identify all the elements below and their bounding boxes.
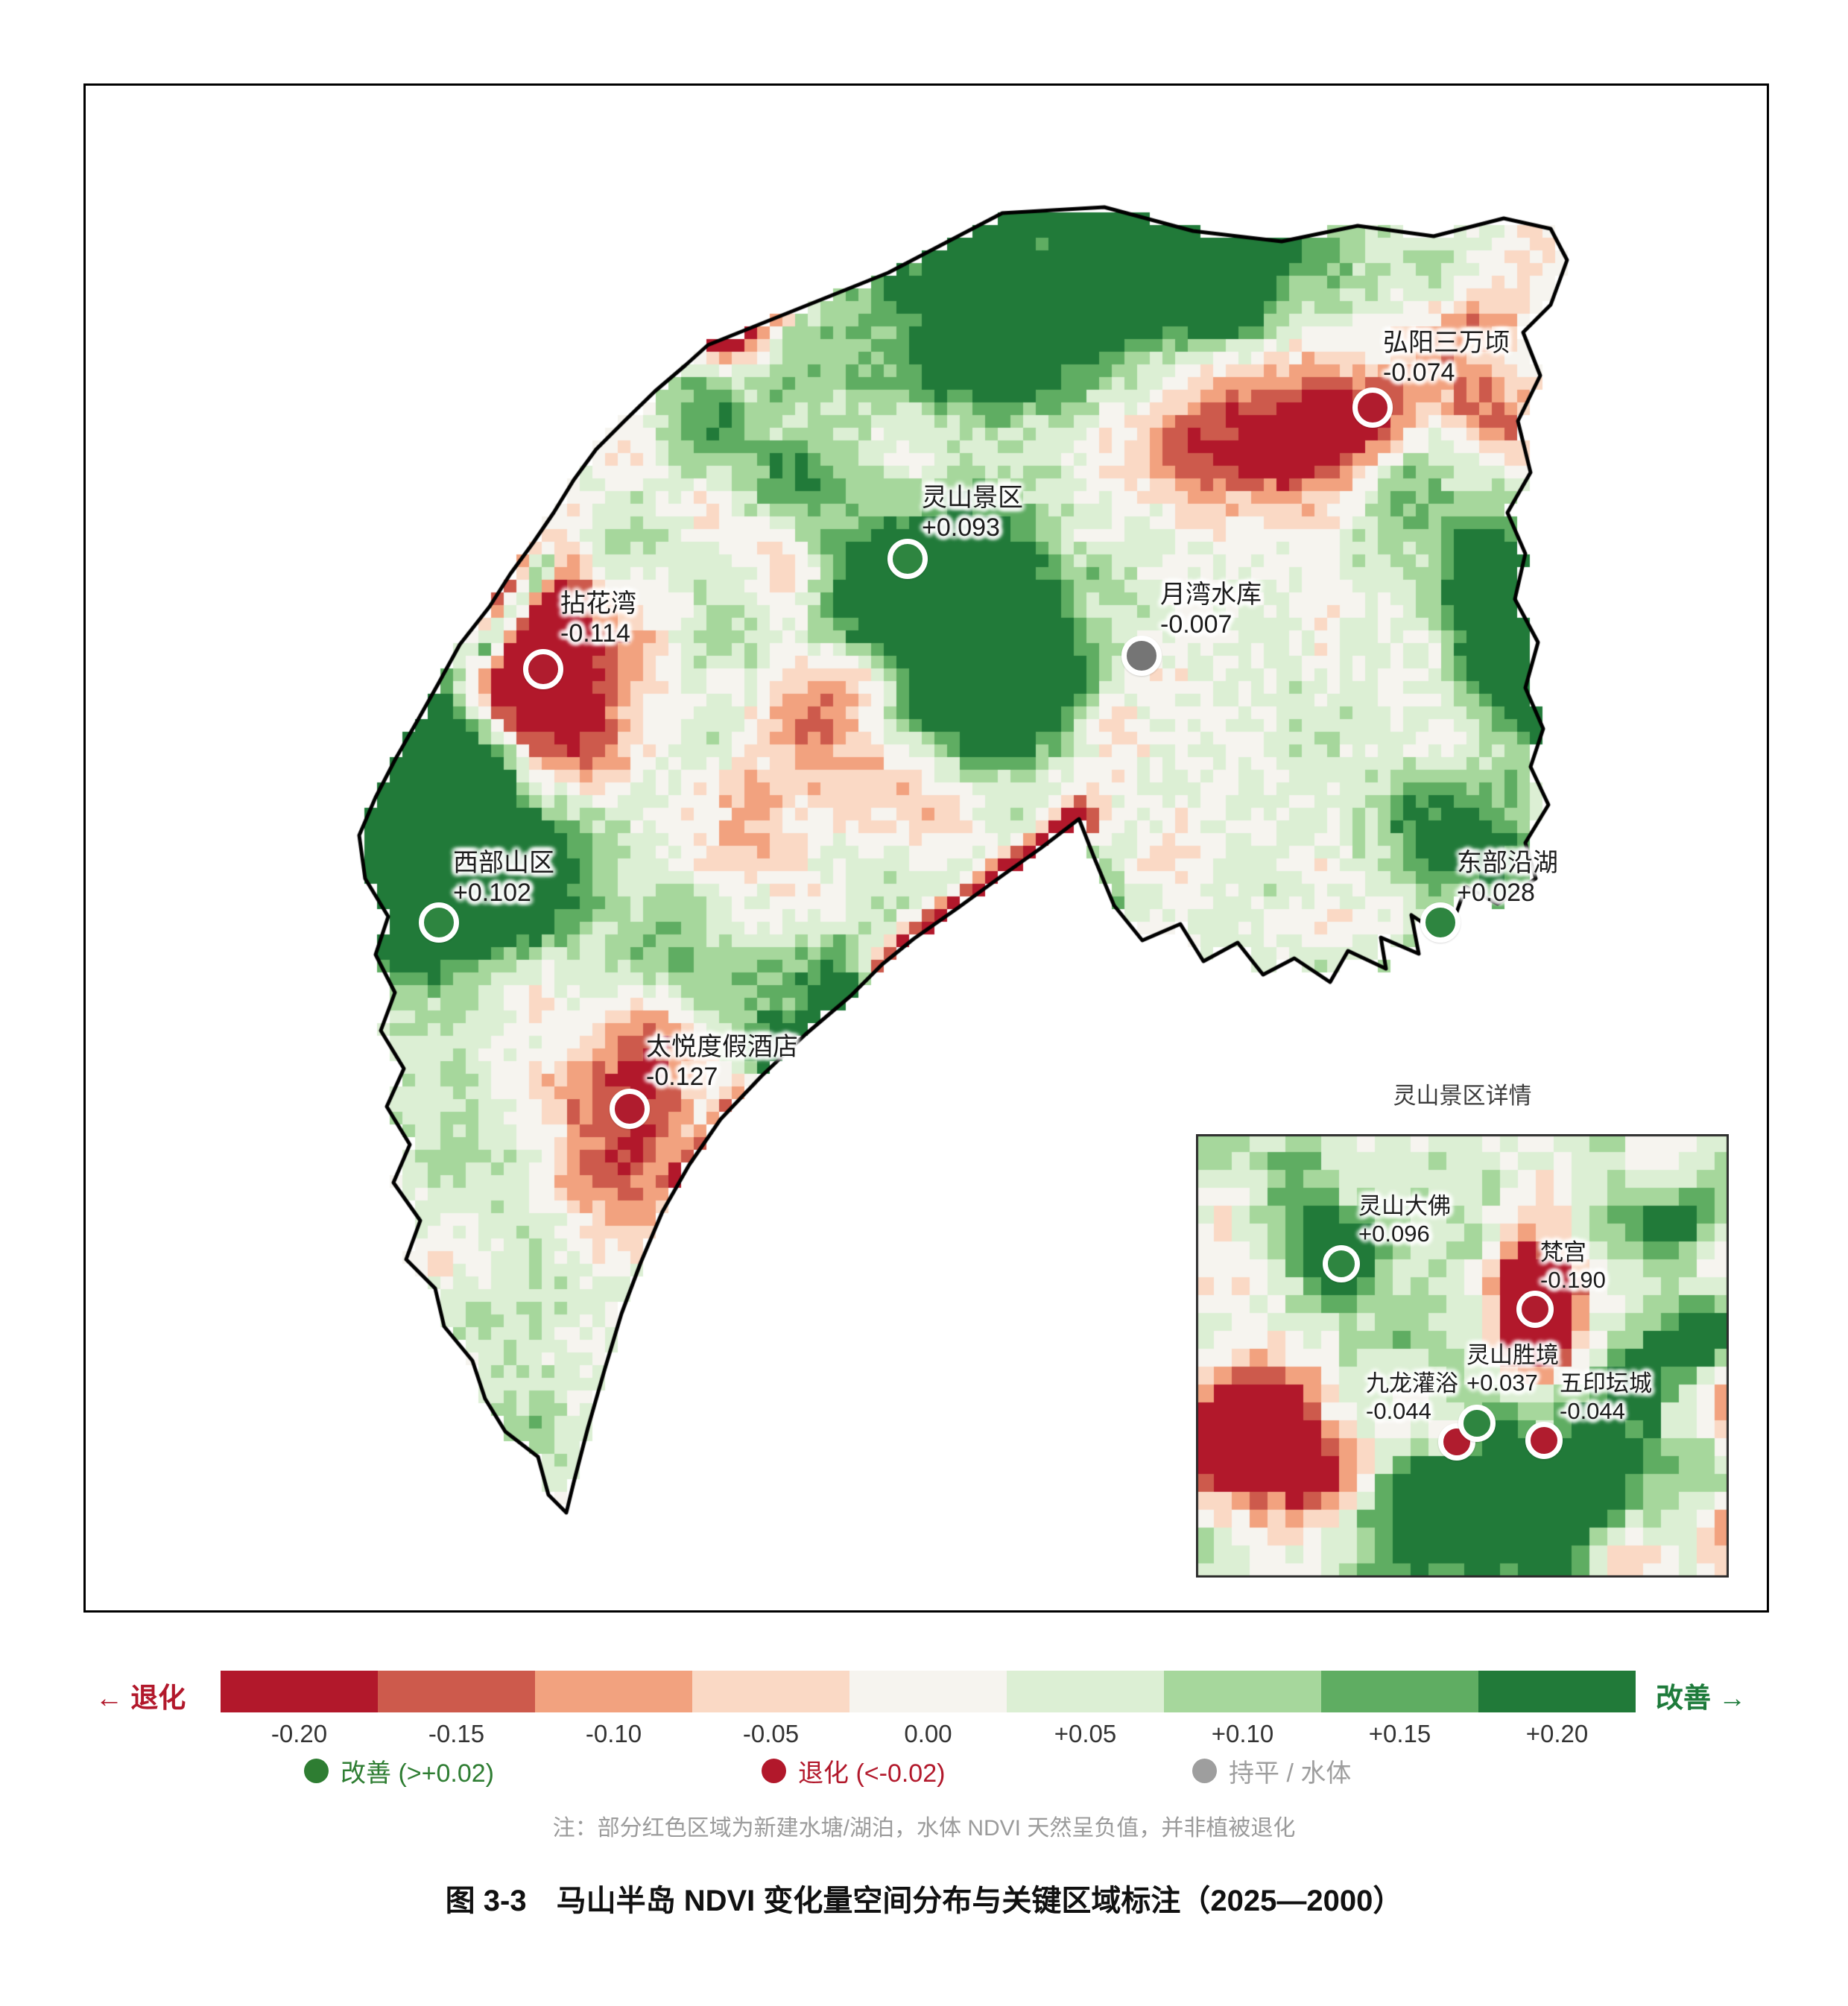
colorbar-tick-labels: -0.20 -0.15 -0.10 -0.05 0.00 +0.05 +0.10 +0.15 +… [221,1720,1636,1748]
marker-degrade [610,1089,650,1129]
map-label-value: +0.093 [922,513,1000,542]
colorbar-segment-4 [849,1671,1007,1712]
map-label: 太悦度假酒店 -0.127 [646,1032,798,1092]
marker-degrade [1516,1291,1554,1328]
colorbar-tick-1: -0.15 [428,1720,485,1747]
marker-improve [1458,1405,1496,1442]
map-label: 灵山胜境 +0.037 [1466,1341,1559,1396]
inset-title: 灵山景区详情 [1393,1083,1532,1109]
colorbar-segment-6 [1164,1671,1321,1712]
colorbar-segment-2 [535,1671,692,1712]
map-label-name: 东部沿湖 [1457,849,1558,877]
legend-item-0: 改善 (>+0.02) [304,1753,494,1789]
marker-improve [1323,1245,1360,1282]
colorbar-segment-8 [1478,1671,1636,1712]
map-label-name: 西部山区 [453,849,554,877]
marker-improve [887,539,928,579]
map-label-value: -0.074 [1383,358,1455,387]
map-label-value: -0.127 [646,1063,718,1091]
map-label: 灵山大佛 +0.096 [1358,1192,1451,1247]
map-label-value: -0.007 [1160,610,1232,639]
legend-item-1: 退化 (<-0.02) [762,1753,945,1789]
colorbar-segment-5 [1007,1671,1164,1712]
colorbar-tick-0: -0.20 [270,1720,328,1747]
map-label-value: -0.114 [560,619,630,648]
legend-dot-icon [1192,1759,1217,1783]
colorbar-tick-6: +0.10 [1211,1720,1274,1747]
map-label-name: 太悦度假酒店 [646,1033,798,1061]
legend-label: 改善 (>+0.02) [341,1759,494,1788]
map-label: 拈花湾 -0.114 [560,589,636,648]
colorbar-segment-7 [1321,1671,1478,1712]
colorbar-improve-arrow-label: 改善 → [1656,1683,1747,1713]
colorbar-tick-7: +0.15 [1368,1720,1431,1747]
map-frame: 灵山景区详情 弘阳三万顷 -0.074 灵山景区 +0.093 月湾水库 -0.007 拈花… [83,83,1769,1613]
figure-caption: 图 3-3 马山半岛 NDVI 变化量空间分布与关键区域标注（2025—2000… [445,1885,1403,1917]
map-label-name: 弘阳三万顷 [1383,329,1510,357]
colorbar-segment-1 [378,1671,535,1712]
colorbar-tick-4: 0.00 [904,1720,952,1747]
map-label-name: 月湾水库 [1160,580,1262,609]
map-label: 五印坛城 -0.044 [1560,1370,1652,1425]
colorbar-degrade-arrow-label: ← 退化 [95,1683,186,1713]
colorbar [221,1671,1636,1712]
map-label-value: -0.044 [1560,1398,1625,1424]
map-label-name: 五印坛城 [1560,1370,1652,1396]
map-label: 东部沿湖 +0.028 [1457,848,1558,908]
marker-degrade [1525,1422,1563,1459]
legend-label: 退化 (<-0.02) [798,1759,946,1788]
map-label: 月湾水库 -0.007 [1160,580,1262,639]
map-label-value: +0.102 [453,879,531,907]
inset-map-raster [1196,1134,1729,1578]
map-label-name: 梵宫 [1540,1239,1586,1265]
colorbar-segment-3 [692,1671,849,1712]
map-label: 梵宫 -0.190 [1540,1238,1606,1294]
map-label-name: 九龙灌浴 [1366,1370,1458,1396]
map-label-name: 拈花湾 [560,589,636,618]
colorbar-tick-8: +0.20 [1525,1720,1589,1747]
map-label-value: -0.190 [1540,1267,1606,1293]
map-label-name: 灵山景区 [922,484,1023,512]
note-text: 注：部分红色区域为新建水塘/湖泊，水体 NDVI 天然呈负值，并非植被退化 [552,1816,1296,1841]
map-label: 西部山区 +0.102 [453,848,554,908]
map-label-value: +0.037 [1466,1370,1538,1396]
colorbar-tick-2: -0.10 [585,1720,642,1747]
map-label-value: -0.044 [1366,1398,1431,1424]
legend-label: 持平 / 水体 [1229,1759,1352,1788]
marker-improve [419,902,459,943]
marker-improve [1420,902,1461,943]
map-label: 弘阳三万顷 -0.074 [1383,328,1510,387]
marker-degrade [1352,387,1393,428]
colorbar-tick-5: +0.05 [1054,1720,1117,1747]
colorbar-tick-3: -0.05 [742,1720,800,1747]
map-label-name: 灵山胜境 [1466,1342,1559,1368]
legend-dot-icon [304,1759,329,1783]
map-label: 九龙灌浴 -0.044 [1366,1370,1458,1425]
legend-dot-icon [762,1759,786,1783]
marker-neutral [1121,636,1162,676]
map-label-name: 灵山大佛 [1358,1193,1451,1219]
legend-item-2: 持平 / 水体 [1192,1753,1351,1789]
map-label-value: +0.096 [1358,1221,1430,1247]
map-label-value: +0.028 [1457,879,1535,907]
marker-degrade [523,649,563,689]
map-label: 灵山景区 +0.093 [922,483,1023,542]
colorbar-segment-0 [221,1671,378,1712]
